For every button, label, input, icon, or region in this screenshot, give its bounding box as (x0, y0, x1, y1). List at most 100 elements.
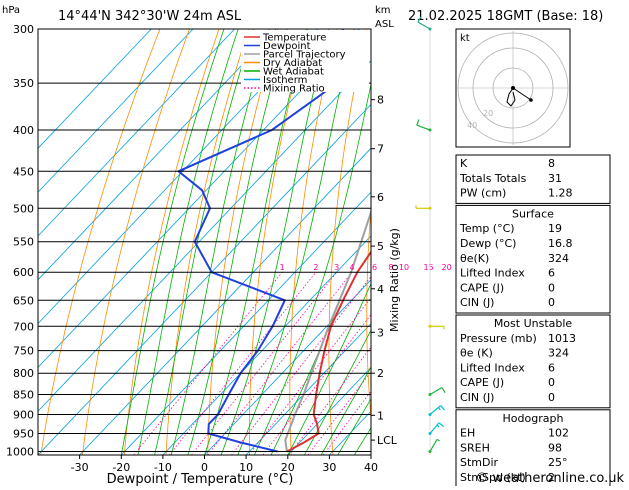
pressure-tick-label: 450 (13, 165, 34, 178)
wind-barb-staff (429, 405, 442, 415)
pressure-tick-label: 350 (13, 77, 34, 90)
unstable-table-row-label: Pressure (mb) (460, 332, 537, 345)
wind-barb (415, 205, 432, 210)
dry-adiabat-line (366, 203, 371, 423)
x-tick-label: -20 (112, 461, 130, 474)
height-km-label: 8 (377, 94, 384, 107)
km-label: km (375, 5, 391, 16)
wind-barb-dot (428, 413, 432, 416)
hodograph-table-row-value: 98 (548, 441, 562, 454)
pressure-tick-label: 550 (13, 236, 34, 249)
pressure-tick-label: 400 (13, 124, 34, 137)
indices-table-row-label: PW (cm) (460, 187, 506, 200)
x-tick-label: 0 (201, 461, 208, 474)
hodograph-trace (506, 87, 516, 107)
mixing-ratio-axis-title: Mixing Ratio (g/kg) (388, 228, 401, 332)
height-km-label: 1 (377, 409, 384, 422)
surface-table-row-value: 6 (548, 267, 555, 280)
wind-barb-dot (428, 450, 432, 453)
dry-adiabat-line (207, 29, 279, 455)
hodograph-table-frame (455, 409, 611, 489)
wind-barb (428, 324, 445, 330)
legend-background (241, 30, 369, 92)
location-title: 14°44'N 342°30'W 24m ASL (58, 9, 242, 24)
x-tick-label: -30 (71, 461, 89, 474)
dry-adiabat-line (123, 29, 220, 455)
wind-barb-dot (428, 27, 432, 31)
mixing-ratio-label: 1 (280, 263, 285, 272)
hodograph-table-row-label: EH (460, 427, 475, 440)
wet-adiabat-line (237, 29, 355, 455)
mixing-ratio-label: 10 (399, 263, 409, 272)
wind-barb-feather (416, 119, 420, 126)
pressure-tick-label: 500 (13, 202, 34, 215)
unstable-table-row-value: 0 (548, 391, 555, 404)
height-km-label: 2 (377, 367, 384, 380)
surface-table-row-value: 16.8 (548, 237, 573, 250)
wind-barb (417, 16, 432, 31)
x-tick-label: 30 (322, 461, 336, 474)
hodograph-ring-label: 40 (467, 121, 477, 130)
surface-table-row-label: Temp (°C) (459, 222, 515, 235)
hodograph-unit-label: kt (460, 33, 470, 44)
mixing-ratio-line (168, 271, 317, 455)
legend-entry: Dewpoint (263, 41, 311, 52)
wind-barb-staff (417, 21, 431, 30)
wind-barb-feather (436, 424, 440, 428)
legend-entry: Wet Adiabat (263, 67, 324, 78)
mixing-ratio-label: 15 (424, 263, 434, 272)
unstable-table-title: Most Unstable (494, 317, 573, 330)
dry-adiabat-line (82, 29, 190, 455)
wind-barb-staff (429, 386, 443, 396)
height-km-label: LCL (377, 434, 398, 447)
wet-adiabat-line (220, 29, 330, 455)
indices-table-row-value: 31 (548, 172, 562, 185)
indices-table-row-label: Totals Totals (459, 172, 527, 185)
dry-adiabat-line (249, 29, 308, 455)
unstable-table-row-label: Lifted Index (460, 361, 525, 374)
isotherm-line (38, 29, 152, 149)
unstable-table-row-value: 324 (548, 347, 569, 360)
wind-barb-feather (441, 387, 446, 393)
height-km-label: 5 (377, 240, 384, 253)
mixing-ratio-line (133, 271, 283, 455)
unstable-table-row-label: CAPE (J) (460, 376, 504, 389)
wind-barb-feather (436, 438, 440, 442)
surface-table-row-label: Lifted Index (460, 267, 525, 280)
wet-adiabat-line (320, 366, 371, 455)
hodograph-storm-vector (512, 87, 532, 101)
wind-barb-feather (438, 422, 444, 428)
pressure-tick-label: 700 (13, 320, 34, 333)
wind-barb (416, 119, 432, 132)
unstable-table-row-value: 1013 (548, 332, 576, 345)
mixing-ratio-line (191, 271, 338, 455)
wind-barb-staff (429, 439, 438, 452)
x-axis-title: Dewpoint / Temperature (°C) (107, 472, 294, 486)
unstable-table-row-label: CIN (J) (460, 391, 494, 404)
indices-table-frame (455, 154, 611, 204)
x-tick-label: 40 (364, 461, 378, 474)
mixing-ratio-label: 20 (442, 263, 452, 272)
legend-entry: Mixing Ratio (263, 84, 325, 95)
unstable-table-frame (455, 314, 611, 409)
mixing-ratio-line (288, 346, 371, 455)
wet-adiabat-line (154, 29, 254, 455)
hodograph-table-row-value: 102 (548, 427, 569, 440)
hodograph-origin (511, 86, 515, 90)
wind-barb (428, 386, 446, 396)
pressure-tick-label: 600 (13, 266, 34, 279)
mixing-ratio-label: 6 (372, 263, 377, 272)
wet-adiabat-line (120, 29, 225, 455)
hodograph-table-row-value: 2 (548, 471, 555, 484)
legend-entry: Isotherm (263, 75, 307, 86)
wet-adiabat-line (304, 329, 371, 455)
pressure-tick-label: 950 (13, 428, 34, 441)
pressure-tick-label: 900 (13, 409, 34, 422)
surface-table-title: Surface (512, 207, 554, 220)
indices-table-row-value: 8 (548, 157, 555, 170)
hodograph: kt 20 40 (455, 28, 571, 148)
hodograph-ring-label: 20 (483, 109, 493, 118)
wind-barb-dot (428, 324, 432, 328)
wind-barb-dot (428, 128, 432, 132)
height-km-label: 3 (377, 326, 384, 339)
